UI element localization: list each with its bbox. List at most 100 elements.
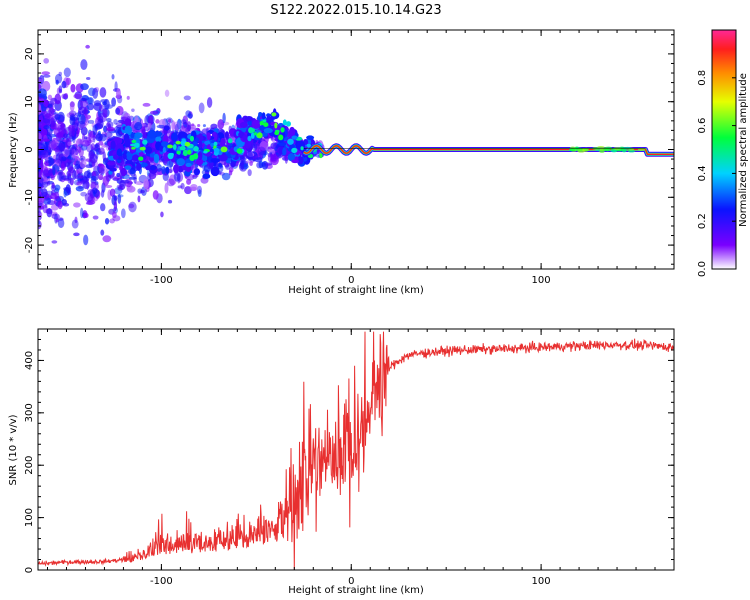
- spectral-blob: [99, 87, 107, 98]
- spectral-blob: [109, 218, 115, 224]
- spectral-blob: [173, 164, 180, 174]
- spectral-blob: [164, 89, 170, 97]
- spectral-blob: [197, 124, 201, 128]
- colorbar-tick-label: 0.4: [697, 165, 708, 181]
- spectral-blob: [124, 137, 131, 148]
- spectral-hotspot: [253, 132, 258, 136]
- colorbar-ticks: 0.0 0.2 0.4 0.6 0.8: [697, 70, 736, 277]
- spectral-blob: [98, 174, 104, 180]
- colorbar: 0.0 0.2 0.4 0.6 0.8 Normalized spectral ampl…: [697, 29, 749, 277]
- spectral-blob: [57, 171, 64, 182]
- spectral-blob: [230, 161, 236, 168]
- spectral-blob: [252, 142, 258, 152]
- spectral-blob: [86, 76, 91, 81]
- spectral-blob: [143, 178, 149, 190]
- spectral-blob: [149, 153, 154, 158]
- spectral-blob: [83, 170, 91, 179]
- spectral-hotspot: [181, 138, 186, 142]
- spectral-blob: [122, 153, 127, 160]
- spectral-blob: [120, 167, 127, 177]
- spectral-hotspot: [184, 141, 191, 147]
- spectral-blob: [222, 112, 226, 124]
- x-tick-label: -100: [150, 275, 173, 286]
- colorbar-tick-label: 0.2: [697, 213, 708, 229]
- spectral-blob: [247, 151, 253, 161]
- spectral-blob: [52, 166, 56, 176]
- snr-series-line: [38, 331, 674, 570]
- spectral-blob: [267, 153, 274, 163]
- spectral-blob: [38, 88, 47, 98]
- spectral-blob: [102, 101, 107, 106]
- spectral-blob: [92, 215, 99, 220]
- spectral-blob: [50, 184, 57, 191]
- spectral-blob: [90, 181, 97, 189]
- spectral-hotspot: [182, 149, 188, 157]
- spectral-blob: [149, 165, 157, 171]
- spectral-blob: [54, 114, 61, 120]
- spectral-blob: [100, 229, 105, 236]
- spectral-blob: [239, 156, 246, 163]
- spectral-blob: [74, 163, 80, 170]
- spectral-blob: [82, 212, 89, 218]
- spectral-blob: [38, 103, 42, 112]
- spectral-blob: [92, 187, 98, 195]
- spectral-blob: [69, 147, 75, 155]
- spectral-blob: [258, 111, 263, 117]
- spectral-blob: [152, 190, 159, 200]
- spectral-blob: [132, 154, 140, 161]
- spectral-blob: [38, 115, 44, 123]
- spectral-blob: [163, 125, 170, 131]
- spectral-blob: [173, 121, 180, 131]
- spectral-blob: [42, 138, 50, 142]
- spectral-blob: [164, 182, 169, 194]
- spectral-blob: [124, 118, 132, 128]
- spectral-blob: [155, 136, 162, 142]
- snr-y-label: SNR (10 * v/v): [8, 414, 19, 485]
- spectral-blob: [38, 154, 42, 162]
- spectral-blob: [95, 133, 103, 142]
- spectral-blob: [117, 185, 123, 190]
- spectral-blob: [46, 181, 51, 186]
- spectral-blob: [220, 137, 226, 147]
- spectral-blob: [156, 124, 166, 129]
- y-tick-label: -10: [24, 189, 35, 205]
- spectral-blob: [90, 181, 99, 191]
- spectral-hotspot: [319, 152, 323, 159]
- spectral-hotspot: [176, 150, 181, 155]
- spectral-blob: [244, 138, 251, 149]
- spectral-blob: [599, 149, 605, 153]
- spectral-blob: [43, 58, 50, 64]
- spectral-hotspot: [213, 147, 220, 153]
- spectral-blob: [137, 188, 143, 194]
- spectral-blob: [38, 211, 43, 218]
- spectral-blob: [84, 192, 94, 203]
- spectral-blob: [196, 185, 202, 195]
- spectral-blob: [42, 74, 51, 78]
- spectral-blob: [74, 216, 78, 224]
- spectral-blob: [249, 160, 253, 166]
- y-tick-label: 0: [24, 146, 35, 152]
- x-tick-label: 0: [348, 576, 354, 587]
- spectral-blob: [38, 182, 42, 187]
- spectral-blob: [77, 146, 82, 153]
- spectral-blob: [66, 170, 72, 177]
- spectral-blob: [41, 71, 51, 76]
- spectral-blob: [124, 165, 132, 170]
- spectral-blob: [98, 140, 104, 146]
- colorbar-gradient: [711, 29, 737, 270]
- x-tick-label: 100: [532, 275, 551, 286]
- spectral-blob: [131, 108, 135, 112]
- spectral-hotspot: [131, 146, 136, 150]
- spectral-blob: [61, 80, 67, 89]
- spectral-blob: [168, 118, 172, 123]
- spectral-blob: [180, 182, 185, 190]
- spectral-blob: [78, 126, 83, 131]
- spectral-blob: [92, 124, 98, 136]
- spectral-hotspot: [271, 112, 277, 117]
- spectral-blob: [76, 120, 86, 128]
- spectral-hotspot: [175, 140, 181, 145]
- spectral-blob: [56, 171, 64, 176]
- y-tick-label: 300: [24, 403, 35, 422]
- spectral-blob: [168, 167, 173, 174]
- spectral-hotspot: [131, 139, 137, 144]
